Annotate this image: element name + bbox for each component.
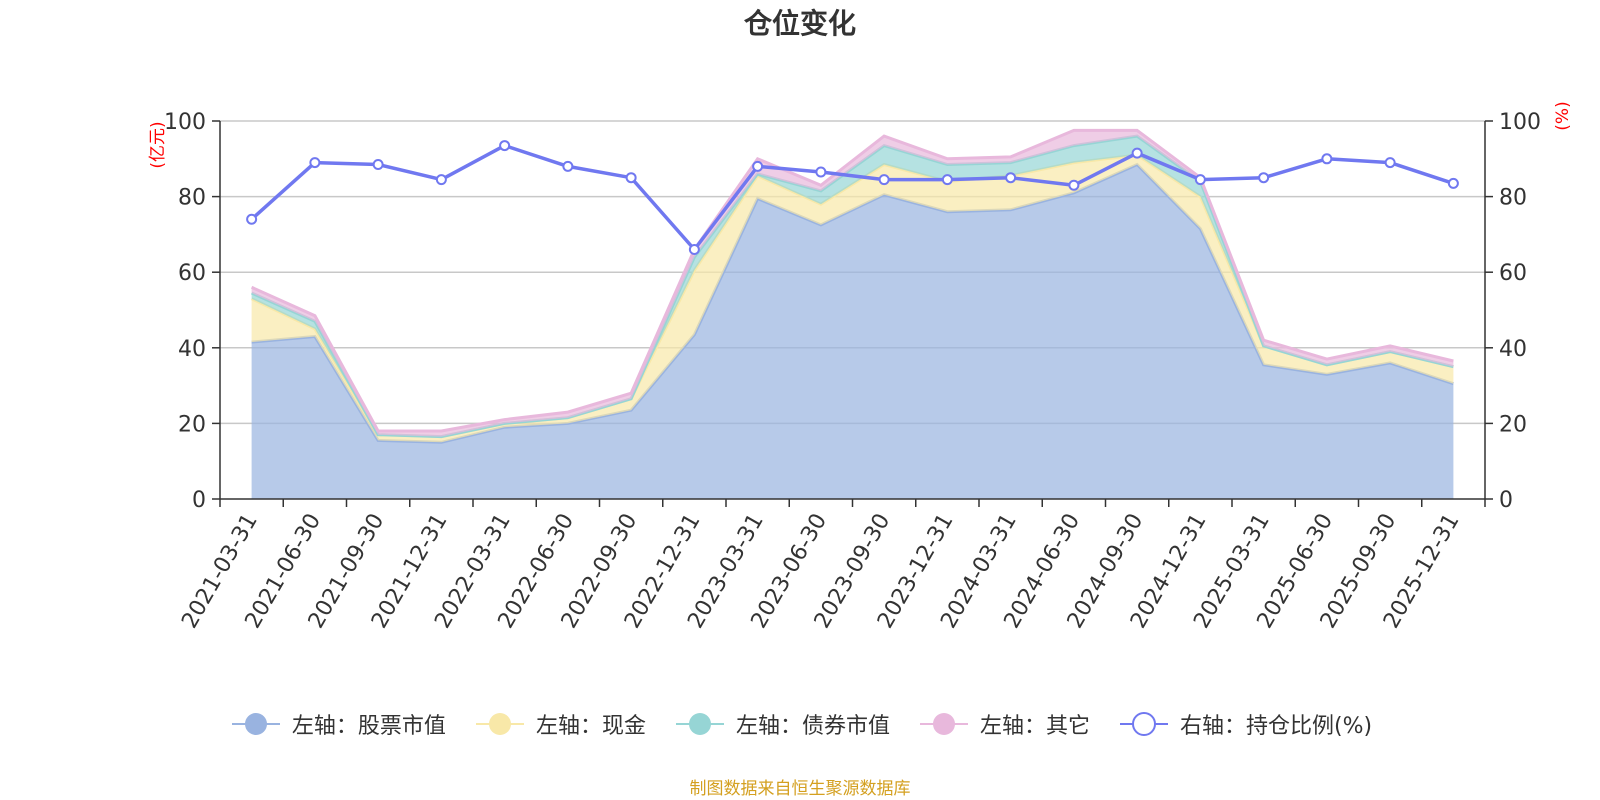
legend-item[interactable]: 右轴：持仓比例(%) xyxy=(1116,708,1372,740)
ratio-point xyxy=(309,157,321,169)
ratio-line xyxy=(250,143,1454,252)
ratio-point xyxy=(688,244,700,256)
left-tick-label: 80 xyxy=(178,186,206,211)
right-tick-label: 20 xyxy=(1499,412,1527,437)
right-tick-label: 100 xyxy=(1499,110,1541,135)
source-note: 制图数据来自恒生聚源数据库 xyxy=(689,779,911,799)
area-edge-左轴：其它 xyxy=(250,128,1454,433)
right-tick-label: 80 xyxy=(1499,186,1527,211)
ratio-point xyxy=(372,158,384,170)
left-tick-label: 60 xyxy=(178,261,206,286)
right-tick-label: 60 xyxy=(1499,261,1527,286)
ratio-point xyxy=(1384,157,1396,169)
ratio-point xyxy=(1131,147,1143,159)
ratio-point xyxy=(499,140,511,152)
legend-item[interactable]: 左轴：股票市值 xyxy=(228,708,446,740)
legend-filled-circle-icon xyxy=(675,713,724,735)
ratio-point xyxy=(878,174,890,186)
ratio-point xyxy=(246,213,258,225)
ratio-point xyxy=(625,172,637,184)
ratio-point xyxy=(1258,172,1270,184)
left-axis-unit-label: (亿元) xyxy=(148,121,168,168)
left-tick-label: 100 xyxy=(164,110,206,135)
right-tick-label: 0 xyxy=(1499,488,1513,513)
ratio-point xyxy=(1068,179,1080,191)
legend-item[interactable]: 左轴：现金 xyxy=(472,708,646,740)
ratio-point xyxy=(1321,153,1333,165)
legend-label: 左轴：其它 xyxy=(979,714,1090,739)
right-tick-label: 40 xyxy=(1499,337,1527,362)
legend-label: 左轴：债券市值 xyxy=(735,714,890,739)
ratio-point xyxy=(815,166,827,178)
ratio-point xyxy=(1447,177,1459,189)
legend-item[interactable]: 左轴：债券市值 xyxy=(672,708,890,740)
legend-label: 右轴：持仓比例(%) xyxy=(1179,714,1373,739)
area-左轴：股票市值 xyxy=(251,164,1454,499)
legend-filled-circle-icon xyxy=(475,713,524,735)
ratio-line-layer xyxy=(246,140,1459,256)
legend-label: 左轴：股票市值 xyxy=(291,714,446,739)
ratio-point xyxy=(941,174,953,186)
legend-label: 左轴：现金 xyxy=(535,714,646,739)
legend-filled-circle-icon xyxy=(919,713,968,735)
left-tick-label: 40 xyxy=(178,337,206,362)
legend-hollow-circle-icon xyxy=(1119,712,1168,736)
ratio-point xyxy=(1194,174,1206,186)
left-tick-label: 0 xyxy=(192,488,206,513)
right-axis-unit-label: (%) xyxy=(1553,101,1573,130)
ratio-point xyxy=(562,160,574,172)
ratio-point xyxy=(1005,172,1017,184)
left-tick-label: 20 xyxy=(178,412,206,437)
ratio-point xyxy=(752,160,764,172)
stacked-areas xyxy=(250,128,1454,499)
chart-title: 仓位变化 xyxy=(743,7,856,40)
legend-item[interactable]: 左轴：其它 xyxy=(916,708,1090,740)
ratio-point xyxy=(435,174,447,186)
legend-filled-circle-icon xyxy=(231,713,280,735)
legend: 左轴：股票市值 左轴：现金 左轴：债券市值 左轴：其它 右轴：持仓比例(%) xyxy=(0,708,1600,740)
